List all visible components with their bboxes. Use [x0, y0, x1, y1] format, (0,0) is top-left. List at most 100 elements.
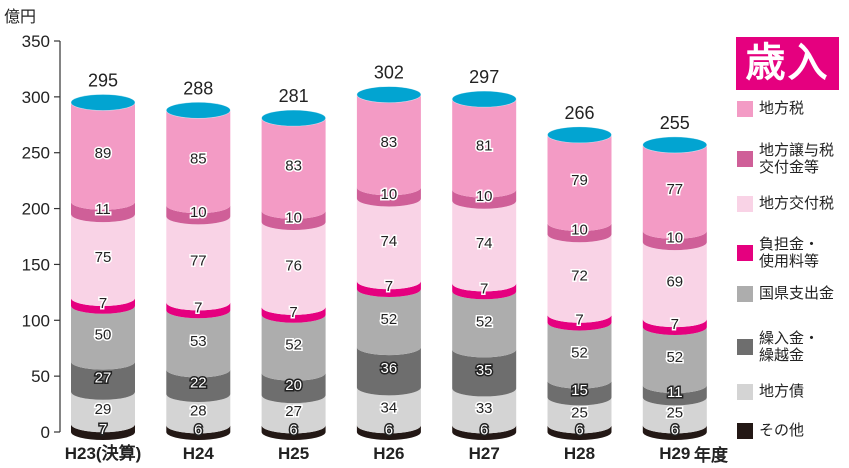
bar-segment [547, 380, 612, 406]
data-label: 81 [476, 137, 493, 154]
legend-swatch [737, 196, 753, 212]
data-label: 11 [95, 201, 111, 218]
bar-segment [71, 201, 135, 223]
bar-segment [452, 349, 517, 397]
data-label: 10 [190, 204, 207, 221]
data-label: 35 [476, 362, 493, 379]
data-label: 72 [571, 267, 588, 284]
data-label: 27 [285, 403, 302, 420]
legend-swatch [737, 245, 753, 261]
bar-segment [547, 425, 612, 440]
x-tick-label: H26 [373, 444, 404, 463]
x-tick-label: H25 [278, 444, 309, 463]
bar-segment [166, 205, 231, 225]
data-label: 53 [190, 333, 207, 350]
bar-segment [261, 425, 326, 440]
legend-label: 繰入金・ 繰越金 [759, 329, 820, 364]
data-label: 7 [480, 280, 488, 297]
data-label: 6 [671, 422, 679, 439]
legend-swatch [737, 384, 753, 400]
bar-top-cap [70, 94, 136, 111]
bar-segment [261, 210, 326, 230]
total-label: 255 [660, 113, 690, 133]
bar-segment [642, 230, 707, 251]
bar-segment [547, 234, 612, 323]
legend-item: 国県支出金 [737, 285, 849, 325]
legend-item: 地方債 [737, 383, 849, 423]
legend-label: 地方債 [759, 382, 805, 400]
data-label: 52 [571, 345, 588, 362]
bar-segment [261, 221, 326, 315]
data-label: 20 [285, 377, 302, 394]
y-tick-label: 50 [31, 367, 50, 386]
data-label: 77 [666, 181, 683, 198]
data-label: 33 [476, 400, 493, 417]
data-label: 34 [381, 399, 398, 416]
data-label: 85 [190, 151, 207, 168]
data-label: 36 [381, 360, 398, 377]
legend-swatch [737, 151, 753, 167]
legend-swatch [737, 286, 753, 302]
legend-item: その他 [737, 422, 849, 462]
legend-item: 負担金・ 使用料等 [737, 236, 849, 276]
bar-segment [356, 281, 421, 298]
data-label: 10 [381, 186, 398, 203]
bar-segment [547, 314, 612, 331]
bar-segment [642, 397, 707, 434]
data-label: 27 [95, 370, 112, 387]
legend-item: 地方税 [737, 100, 849, 140]
bar-segment [356, 347, 421, 396]
bar-segment [642, 319, 707, 335]
data-label: 25 [666, 404, 683, 421]
data-label: 7 [289, 304, 297, 321]
data-label: 83 [285, 157, 302, 174]
x-tick-label: H28 [564, 444, 595, 463]
data-label: 6 [289, 422, 297, 439]
bar-segment [166, 394, 231, 434]
data-label: 10 [285, 209, 302, 226]
data-label: 83 [381, 134, 398, 151]
data-label: 7 [575, 312, 583, 329]
chart-title: 歳入 [736, 37, 839, 90]
data-label: 7 [671, 316, 679, 333]
bar-top-cap [166, 101, 231, 119]
y-tick-label: 0 [41, 423, 50, 442]
bar-segment [261, 118, 326, 219]
bar-segment [642, 425, 707, 440]
legend-label: その他 [759, 421, 805, 439]
legend-label: 地方交付税 [759, 194, 835, 212]
bar-segment [71, 305, 135, 370]
total-label: 302 [374, 63, 404, 83]
data-label: 74 [381, 233, 398, 250]
legend-label: 地方譲与税 交付金等 [759, 141, 835, 176]
bar-top-cap [642, 136, 708, 154]
bar-segment [642, 385, 707, 406]
data-label: 7 [385, 278, 393, 295]
bar-segment [547, 134, 612, 232]
data-label: 15 [571, 382, 588, 399]
bar-segment [261, 306, 326, 323]
bar-segment [452, 99, 517, 198]
bar-segment [71, 424, 135, 440]
total-label: 297 [469, 67, 499, 87]
legend-item: 地方交付税 [737, 195, 849, 235]
data-label: 52 [666, 349, 683, 366]
bar-segment [71, 391, 135, 433]
bar-segment [356, 94, 421, 196]
bar-segment [166, 369, 231, 403]
bar-segment [71, 102, 135, 210]
data-label: 69 [666, 274, 683, 291]
data-label: 10 [476, 188, 493, 205]
legend: 地方税 地方譲与税 交付金等地方交付税負担金・ 使用料等国県支出金繰入金・ 繰越金… [737, 100, 849, 460]
legend-swatch [737, 101, 753, 117]
y-axis-unit-label: 億円 [4, 8, 36, 26]
data-label: 7 [99, 421, 107, 438]
legend-label: 負担金・ 使用料等 [759, 235, 820, 270]
total-label: 288 [183, 78, 213, 98]
bar-top-cap [547, 126, 612, 144]
bar-segment [356, 198, 421, 290]
x-tick-label: H29 [659, 444, 690, 463]
data-label: 28 [190, 403, 207, 420]
legend-label: 国県支出金 [759, 284, 835, 302]
bar-segment [642, 242, 707, 328]
